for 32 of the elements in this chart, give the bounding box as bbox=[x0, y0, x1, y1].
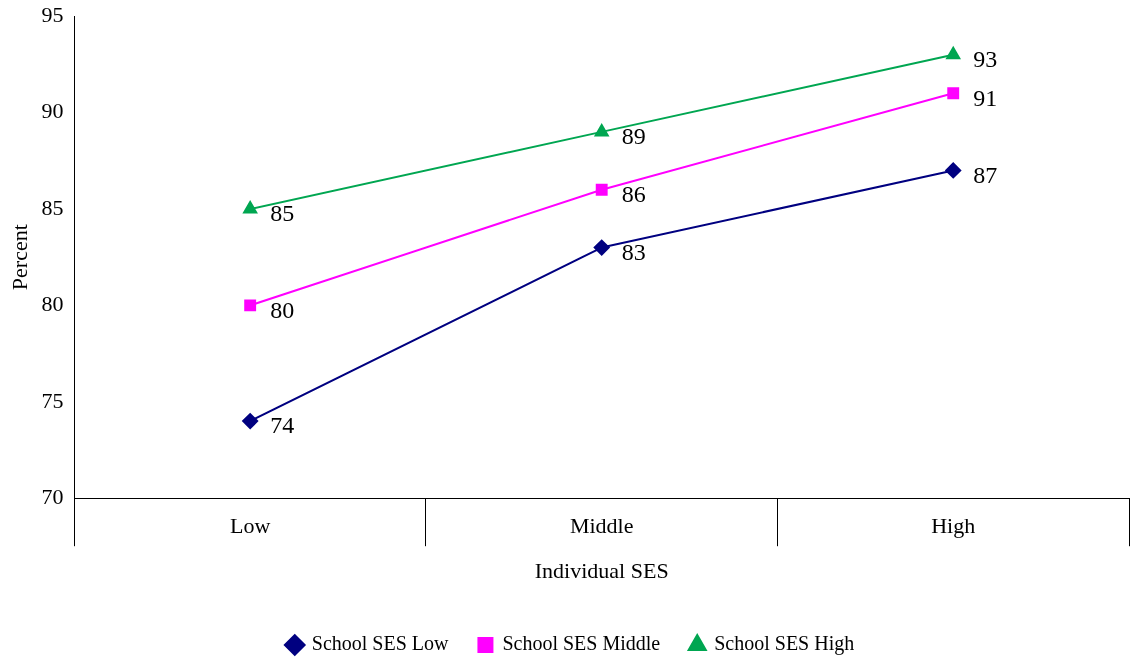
x-axis-title: Individual SES bbox=[534, 557, 669, 583]
point bbox=[947, 87, 960, 100]
point bbox=[243, 201, 258, 214]
point bbox=[945, 162, 962, 179]
point bbox=[594, 123, 609, 137]
point bbox=[244, 299, 257, 312]
y-axis-title: Percent bbox=[6, 224, 32, 291]
y-tick-label: 85 bbox=[41, 194, 64, 220]
point bbox=[946, 46, 961, 60]
point bbox=[595, 183, 608, 196]
y-tick-label: 95 bbox=[41, 1, 64, 27]
y-tick-label: 75 bbox=[41, 387, 64, 413]
point bbox=[242, 413, 259, 430]
x-tick-label: Middle bbox=[569, 513, 634, 539]
y-tick-label: 80 bbox=[41, 291, 64, 317]
y-tick-label: 90 bbox=[41, 98, 64, 124]
x-tick-label: High bbox=[931, 513, 976, 539]
legend-label: School SES Middle bbox=[502, 632, 661, 655]
data-label: 91 bbox=[973, 84, 998, 111]
legend-label: School SES Low bbox=[311, 632, 449, 655]
data-label: 80 bbox=[270, 296, 295, 323]
data-label: 74 bbox=[270, 412, 295, 439]
data-label: 85 bbox=[270, 200, 295, 227]
data-label: 87 bbox=[973, 161, 998, 188]
y-tick-label: 70 bbox=[41, 483, 64, 509]
data-label: 83 bbox=[621, 238, 646, 265]
x-tick-label: Low bbox=[230, 513, 271, 539]
data-label: 86 bbox=[621, 181, 646, 208]
data-label: 93 bbox=[973, 46, 998, 73]
legend-label: School SES High bbox=[714, 632, 855, 656]
data-label: 89 bbox=[621, 123, 646, 150]
point bbox=[593, 239, 610, 256]
